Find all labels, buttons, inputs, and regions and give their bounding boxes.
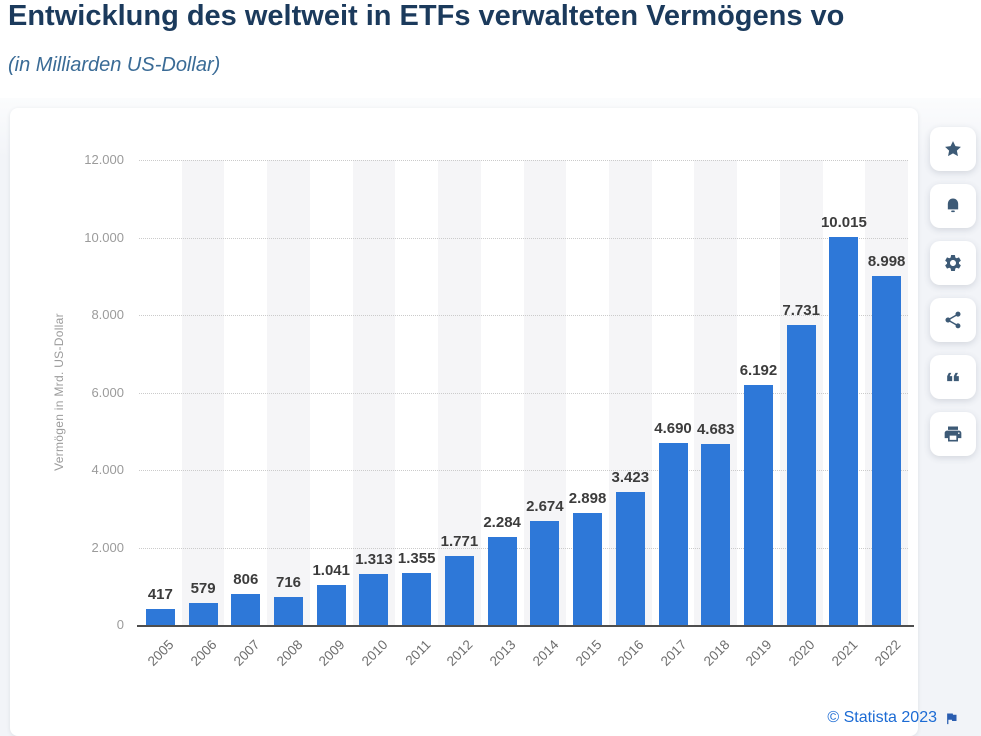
bar-value-label: 579: [190, 579, 216, 597]
y-axis: 0 2.000 4.000 6.000 8.000 10.000 12.000: [10, 152, 124, 632]
gridline: [139, 470, 908, 471]
bar-2008[interactable]: [274, 597, 304, 625]
x-axis-tick-label: 2022: [871, 637, 904, 669]
x-axis-tick-label: 2020: [785, 637, 818, 669]
print-button[interactable]: [930, 412, 976, 456]
settings-button[interactable]: [930, 241, 976, 285]
favorite-button[interactable]: [930, 127, 976, 171]
flag-icon[interactable]: [944, 711, 959, 726]
bar-value-label: 7.731: [782, 302, 820, 320]
gridline: [139, 547, 908, 549]
bar-2007[interactable]: [231, 593, 261, 625]
x-axis-tick-label: 2015: [572, 637, 605, 669]
bar-2020[interactable]: [786, 325, 816, 625]
share-icon: [945, 311, 961, 329]
bar-2018[interactable]: [701, 443, 731, 625]
bar-2014[interactable]: [530, 521, 560, 625]
bar-value-label: 1.313: [355, 551, 393, 569]
x-axis-tick-label: 2011: [402, 637, 434, 669]
chart-card: Vermögen in Mrd. US-Dollar 0 2.000 4.000 6.…: [10, 108, 918, 736]
x-axis-tick-label: 2010: [358, 637, 391, 669]
bar-2009[interactable]: [316, 584, 346, 625]
bar-2022[interactable]: [872, 276, 902, 625]
quote-icon: [947, 372, 959, 382]
bar-value-label: 2.674: [526, 498, 564, 516]
y-axis-tick-label: 0: [116, 617, 124, 632]
bar-value-label: 3.423: [611, 469, 650, 487]
x-axis-tick-label: 2017: [657, 637, 690, 669]
bar-value-label: 10.015: [820, 213, 867, 231]
bar-value-label: 1.041: [312, 561, 350, 579]
x-axis-tick-label: 2012: [444, 637, 477, 669]
gridline: [139, 392, 908, 394]
star-icon: [945, 141, 961, 157]
x-axis-tick-label: 2019: [743, 637, 776, 669]
page-subtitle: (in Milliarden US-Dollar): [8, 54, 221, 76]
gridline: [139, 160, 908, 161]
bar-value-label: 2.284: [483, 513, 521, 531]
y-axis-tick-label: 2.000: [91, 539, 124, 555]
share-button[interactable]: [930, 298, 976, 342]
bar-2012[interactable]: [444, 556, 474, 625]
y-axis-tick-label: 6.000: [91, 384, 124, 400]
bar-value-label: 4.683: [696, 420, 735, 438]
bar-value-label: 716: [276, 574, 302, 592]
bar-2010[interactable]: [359, 574, 389, 625]
bar-2015[interactable]: [573, 512, 603, 625]
y-axis-tick-label: 4.000: [91, 462, 124, 477]
y-axis-tick-label: 12.000: [84, 152, 124, 167]
bar-value-label: 806: [233, 570, 259, 588]
page-title: Entwicklung des weltweit in ETFs verwalt…: [8, 0, 845, 32]
printer-icon: [944, 426, 962, 442]
gear-icon: [945, 255, 961, 271]
x-axis-tick-label: 2014: [529, 637, 562, 669]
bar-2006[interactable]: [188, 602, 218, 625]
x-axis-tick-label: 2005: [145, 637, 177, 669]
bar-chart-plot-area: 417 579 806 716 1.041 1.313 1.355 1.771 2.284 2.6…: [137, 160, 914, 627]
x-axis-tick-label: 2021: [828, 637, 861, 669]
bar-value-label: 2.898: [568, 489, 607, 507]
alerts-button[interactable]: [930, 184, 976, 228]
x-axis-tick-label: 2018: [700, 637, 733, 669]
x-axis-tick-label: 2008: [273, 637, 306, 669]
x-axis: 2005 2006 2007 2008 2009 2010 2011 2012 2013 2014…: [139, 637, 908, 717]
bar-2011[interactable]: [402, 572, 432, 625]
bar-2021[interactable]: [829, 236, 859, 625]
x-axis-tick-label: 2013: [486, 637, 519, 669]
bar-2005[interactable]: [145, 608, 175, 625]
x-axis-tick-label: 2006: [187, 637, 220, 669]
statista-copyright-link[interactable]: © Statista 2023: [827, 709, 937, 726]
bar-value-label: 417: [147, 585, 173, 603]
bar-2016[interactable]: [615, 492, 645, 625]
y-axis-tick-label: 8.000: [91, 307, 124, 322]
bell-icon: [947, 198, 959, 213]
bar-value-label: 1.771: [440, 533, 479, 551]
bar-2013[interactable]: [487, 536, 517, 625]
y-axis-tick-label: 10.000: [84, 229, 124, 245]
gridline: [139, 315, 908, 316]
footer: © Statista 2023: [827, 709, 959, 727]
bar-value-label: 8.998: [867, 253, 906, 271]
bar-value-label: 6.192: [739, 362, 778, 380]
x-axis-tick-label: 2007: [230, 637, 263, 669]
bar-value-label: 4.690: [654, 420, 692, 438]
bar-2019[interactable]: [743, 385, 773, 625]
cite-button[interactable]: [930, 355, 976, 399]
bar-value-label: 1.355: [397, 549, 436, 567]
gridline: [139, 237, 908, 239]
x-axis-tick-label: 2016: [615, 637, 647, 669]
bar-2017[interactable]: [658, 443, 688, 625]
x-axis-tick-label: 2009: [316, 637, 348, 669]
